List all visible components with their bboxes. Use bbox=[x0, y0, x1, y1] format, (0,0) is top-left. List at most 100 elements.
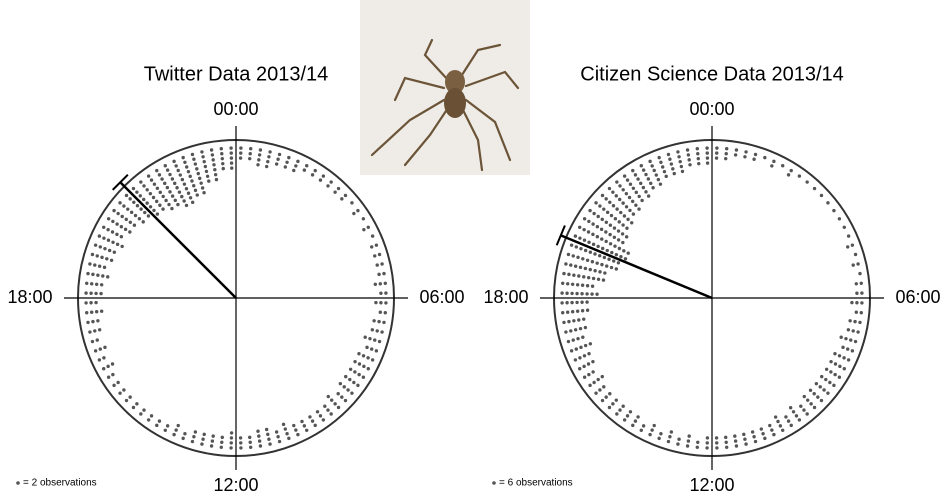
dot bbox=[591, 222, 594, 225]
dot bbox=[634, 204, 637, 207]
dot bbox=[852, 329, 855, 332]
dot bbox=[353, 360, 356, 363]
dot bbox=[790, 424, 793, 427]
chart-title: Citizen Science Data 2013/14 bbox=[580, 63, 844, 85]
dot bbox=[374, 283, 377, 286]
dot bbox=[570, 301, 573, 304]
dot bbox=[816, 395, 819, 398]
dot bbox=[268, 442, 271, 445]
dot bbox=[820, 194, 823, 197]
dot bbox=[205, 170, 208, 173]
dot bbox=[128, 230, 131, 233]
dot bbox=[112, 384, 115, 387]
dot bbox=[229, 446, 232, 449]
dot bbox=[763, 156, 766, 159]
dot bbox=[642, 168, 645, 171]
dot bbox=[88, 330, 91, 333]
dot bbox=[98, 234, 101, 237]
dot bbox=[275, 162, 278, 165]
dot bbox=[839, 335, 842, 338]
dot bbox=[851, 243, 854, 246]
dot bbox=[779, 424, 782, 427]
dot bbox=[640, 164, 643, 167]
dot bbox=[605, 264, 608, 267]
dot bbox=[644, 190, 647, 193]
dot bbox=[276, 435, 279, 438]
dot bbox=[375, 349, 378, 352]
dot bbox=[584, 326, 587, 329]
dot bbox=[614, 217, 617, 220]
dot bbox=[384, 291, 387, 294]
dot bbox=[686, 444, 689, 447]
dot bbox=[585, 292, 588, 295]
dot bbox=[139, 194, 142, 197]
dot bbox=[249, 147, 252, 150]
dot bbox=[569, 329, 572, 332]
dot bbox=[644, 173, 647, 176]
dot bbox=[587, 220, 590, 223]
dot bbox=[285, 432, 288, 435]
dot bbox=[118, 201, 121, 204]
dot bbox=[215, 178, 218, 181]
tick-label: 12:00 bbox=[213, 475, 258, 495]
dot bbox=[106, 275, 109, 278]
dot bbox=[604, 240, 607, 243]
dot bbox=[670, 162, 673, 165]
dot bbox=[618, 408, 621, 411]
dot bbox=[287, 156, 290, 159]
dot bbox=[622, 249, 625, 252]
dot bbox=[572, 254, 575, 257]
dot bbox=[191, 440, 194, 443]
dot bbox=[601, 375, 604, 378]
dot bbox=[198, 177, 201, 180]
dot bbox=[687, 439, 690, 442]
dot bbox=[362, 354, 365, 357]
dot bbox=[607, 258, 610, 261]
dot bbox=[657, 437, 660, 440]
dot bbox=[85, 311, 88, 314]
dot bbox=[600, 228, 603, 231]
dot bbox=[624, 257, 627, 260]
dot bbox=[603, 256, 606, 259]
dot bbox=[102, 367, 105, 370]
dot bbox=[201, 155, 204, 158]
dot bbox=[725, 441, 728, 444]
legend-text: = 6 observations bbox=[499, 478, 573, 489]
dot bbox=[829, 360, 832, 363]
dot bbox=[191, 201, 194, 204]
dot bbox=[860, 311, 863, 314]
dot bbox=[594, 391, 597, 394]
dot bbox=[378, 253, 381, 256]
legend-text: = 2 observations bbox=[23, 478, 97, 489]
dot bbox=[847, 328, 850, 331]
dot bbox=[715, 436, 718, 439]
dot bbox=[95, 283, 98, 286]
dot bbox=[163, 182, 166, 185]
dot bbox=[156, 187, 159, 190]
dot bbox=[135, 190, 138, 193]
dot bbox=[201, 438, 204, 441]
dot bbox=[586, 259, 589, 262]
dot bbox=[183, 432, 186, 435]
dot bbox=[284, 427, 287, 430]
dot bbox=[176, 203, 179, 206]
dot bbox=[833, 373, 836, 376]
dot bbox=[142, 184, 145, 187]
dot bbox=[344, 375, 347, 378]
dot bbox=[178, 190, 181, 193]
dot bbox=[308, 415, 311, 418]
dot bbox=[603, 271, 606, 274]
dot bbox=[349, 368, 352, 371]
dot bbox=[314, 169, 317, 172]
dot bbox=[362, 376, 365, 379]
dot bbox=[122, 388, 125, 391]
dot bbox=[340, 395, 343, 398]
dot bbox=[611, 402, 614, 405]
dot bbox=[772, 160, 775, 163]
dot bbox=[615, 194, 618, 197]
dot bbox=[128, 395, 131, 398]
dot bbox=[174, 164, 177, 167]
dot bbox=[292, 424, 295, 427]
dot bbox=[256, 163, 259, 166]
dot bbox=[587, 373, 590, 376]
